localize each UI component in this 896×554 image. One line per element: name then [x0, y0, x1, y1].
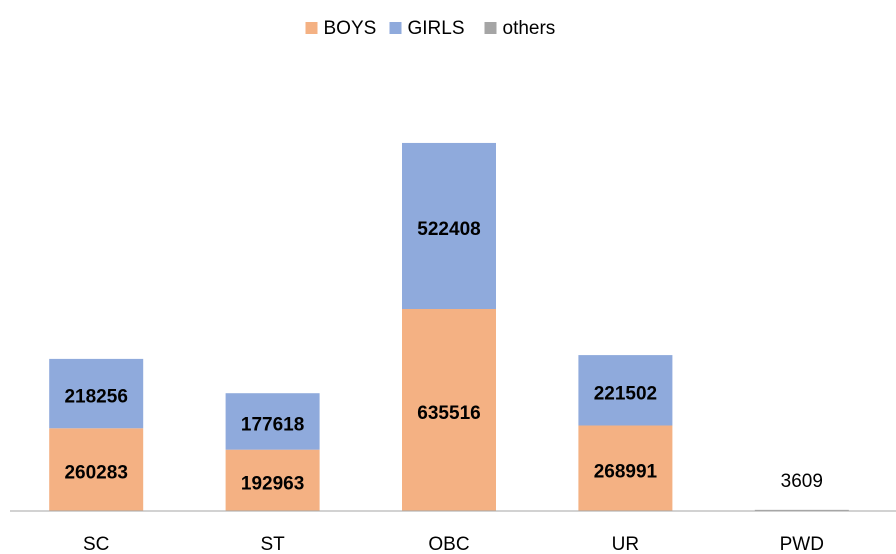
data-label: 3609: [781, 471, 823, 492]
x-tick-label: ST: [260, 534, 285, 554]
x-tick-label: SC: [83, 534, 109, 554]
data-label: 221502: [594, 383, 657, 404]
bar-segment: [402, 308, 496, 511]
legend-swatch: [389, 22, 402, 34]
data-label: 177618: [241, 414, 304, 435]
data-label: 522408: [417, 219, 480, 240]
data-label: 268991: [594, 461, 658, 482]
x-tick-label: PWD: [780, 534, 824, 554]
legend-label: BOYS: [324, 18, 377, 39]
bar-segment: [49, 358, 144, 429]
bar-segment: [49, 428, 144, 511]
legend-label: GIRLS: [408, 18, 465, 39]
legend: BOYS GIRLS others: [305, 18, 556, 39]
x-tick-label: UR: [612, 534, 639, 554]
bar-segment: [578, 425, 673, 511]
bar-segment: [225, 393, 320, 450]
data-label: 218256: [64, 387, 127, 408]
bar-segment: [225, 449, 320, 511]
data-label: 635516: [417, 403, 480, 424]
bar-segment: [754, 509, 849, 511]
legend-swatch: [305, 22, 318, 34]
x-tick-label: OBC: [428, 534, 469, 554]
data-label: 260283: [64, 463, 127, 484]
bar-segment: [578, 355, 673, 426]
data-label: 192963: [241, 473, 304, 494]
legend-swatch: [484, 22, 497, 34]
bar-segment: [402, 142, 496, 309]
legend-label: others: [503, 18, 556, 39]
